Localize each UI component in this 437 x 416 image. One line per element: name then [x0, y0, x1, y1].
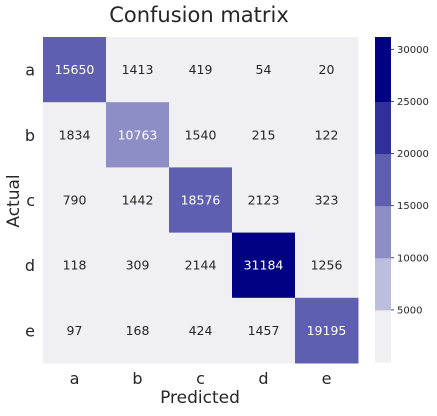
x-tick-label: d — [258, 369, 268, 388]
y-tick-label: a — [25, 61, 35, 80]
heatmap-cells — [43, 37, 359, 364]
y-tick-label: d — [25, 256, 35, 275]
cell-value-label: 97 — [67, 323, 83, 338]
heatmap-cell-c-e — [295, 167, 359, 234]
heatmap-cell-b-c — [169, 102, 233, 168]
cell-value-label: 122 — [315, 127, 339, 142]
y-tick-label: b — [25, 126, 35, 145]
heatmap-cell-d-a — [43, 232, 107, 299]
heatmap-cell-b-a — [43, 102, 107, 168]
x-tick-label: e — [322, 369, 332, 388]
heatmap-cell-c-a — [43, 167, 107, 234]
heatmap-cell-b-b — [106, 102, 170, 168]
cell-value-label: 20 — [319, 62, 335, 77]
heatmap-cell-labels: 15650 1413 419 54 20 1834 10763 1540 215 122 790 14… — [55, 62, 347, 338]
heatmap-cell-d-e — [295, 232, 359, 299]
cell-value-label: 18576 — [181, 193, 221, 208]
cell-value-label: 54 — [256, 62, 272, 77]
cell-value-label: 419 — [189, 62, 213, 77]
heatmap-cell-b-d — [232, 102, 296, 168]
heatmap-cell-e-d — [232, 297, 296, 364]
colorbar-tick-label: 10000 — [397, 253, 429, 264]
cell-value-label: 323 — [315, 193, 339, 208]
x-tick-label: a — [70, 369, 80, 388]
heatmap-cell-c-d — [232, 167, 296, 234]
cell-value-label: 118 — [63, 258, 87, 273]
x-tick-label: c — [196, 369, 205, 388]
heatmap-cell-c-c — [169, 167, 233, 234]
cell-value-label: 168 — [126, 323, 150, 338]
y-tick-label: c — [26, 191, 35, 210]
x-axis-label: Predicted — [160, 388, 240, 408]
colorbar-tick-label: 20000 — [397, 149, 429, 160]
heatmap-cell-a-b — [106, 37, 170, 103]
cell-value-label: 790 — [63, 193, 87, 208]
cell-value-label: 2144 — [185, 258, 217, 273]
y-axis-tick-labels: a b c d e — [25, 61, 35, 341]
colorbar-segment — [375, 153, 391, 207]
heatmap-cell-c-b — [106, 167, 170, 234]
cell-value-label: 1834 — [59, 127, 91, 142]
heatmap-cell-b-e — [295, 102, 359, 168]
heatmap-cell-a-e — [295, 37, 359, 103]
heatmap-cell-a-d — [232, 37, 296, 103]
colorbar-segment — [375, 101, 391, 155]
x-tick-label: b — [132, 369, 142, 388]
heatmap-cell-e-e — [295, 297, 359, 364]
cell-value-label: 1540 — [185, 127, 217, 142]
colorbar-segment — [375, 205, 391, 259]
heatmap-cell-d-d — [232, 232, 296, 299]
chart-title: Confusion matrix — [109, 3, 289, 27]
heatmap-cell-d-c — [169, 232, 233, 299]
heatmap-cell-e-c — [169, 297, 233, 364]
cell-value-label: 309 — [126, 258, 150, 273]
y-tick-label: e — [25, 321, 35, 340]
cell-value-label: 2123 — [248, 193, 280, 208]
heatmap-cell-e-b — [106, 297, 170, 364]
heatmap-cell-e-a — [43, 297, 107, 364]
colorbar-tick-label: 25000 — [397, 97, 429, 108]
cell-value-label: 1413 — [122, 62, 154, 77]
colorbar-segment — [375, 309, 391, 363]
cell-value-label: 10763 — [118, 127, 158, 142]
cell-value-label: 1457 — [248, 323, 280, 338]
colorbar-segment — [375, 37, 391, 102]
cell-value-label: 424 — [189, 323, 213, 338]
cell-value-label: 215 — [252, 127, 276, 142]
colorbar-tick-label: 5000 — [397, 305, 422, 316]
colorbar-tick-label: 15000 — [397, 201, 429, 212]
y-axis-label: Actual — [4, 174, 24, 227]
cell-value-label: 1256 — [311, 258, 343, 273]
x-axis-tick-labels: a b c d e — [70, 369, 332, 388]
heatmap-cell-d-b — [106, 232, 170, 299]
heatmap-cell-a-c — [169, 37, 233, 103]
cell-value-label: 19195 — [307, 323, 347, 338]
colorbar-tick-labels: 5000 10000 15000 20000 25000 30000 — [391, 45, 429, 316]
colorbar — [375, 37, 391, 363]
cell-value-label: 15650 — [55, 62, 95, 77]
colorbar-segment — [375, 257, 391, 311]
cell-value-label: 31184 — [244, 258, 284, 273]
cell-value-label: 1442 — [122, 193, 154, 208]
colorbar-tick-label: 30000 — [397, 45, 429, 56]
heatmap-cell-a-a — [43, 37, 107, 103]
